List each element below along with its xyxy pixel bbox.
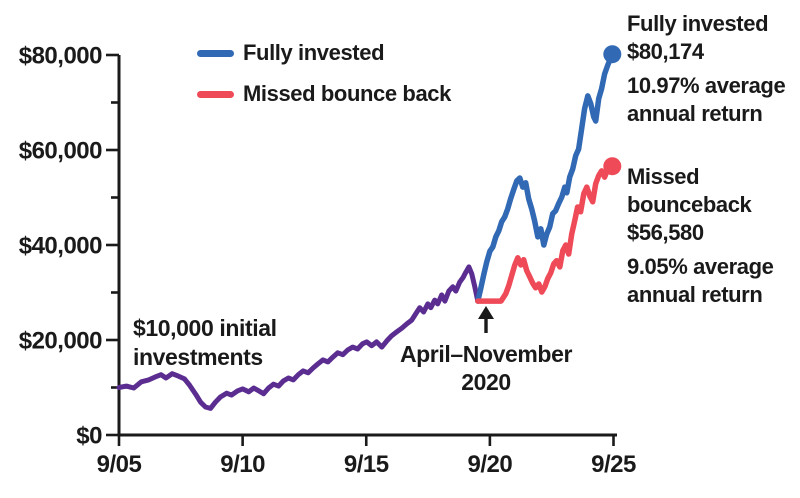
arrow-up-icon	[478, 306, 494, 333]
legend-label-fully-invested: Fully invested	[243, 40, 385, 65]
initial-note-line1: $10,000 initial	[133, 315, 277, 341]
missed-bounce-back-line	[475, 163, 616, 304]
y-tick-label: $60,000	[19, 138, 102, 165]
missed-bounce-back-swatch-icon	[197, 90, 234, 98]
fully-invested-return-line1: 10.97% average	[627, 73, 786, 98]
initial-note-line2: investments	[133, 344, 263, 370]
x-tick-label: 9/05	[97, 451, 142, 478]
missed-period-line2: 2020	[461, 369, 511, 395]
missed-bounceback-return-line2: annual return	[627, 282, 763, 307]
legend-label-missed-bounce-back: Missed bounce back	[243, 81, 451, 106]
missed-bounceback-return: 9.05% average annual return	[627, 253, 799, 309]
fully-invested-end-dot	[603, 45, 622, 64]
fully-invested-swatch-icon	[197, 49, 234, 57]
missed-period-line1: April–November	[399, 341, 573, 367]
fully-invested-return-line2: annual return	[627, 101, 763, 126]
y-tick-label: $0	[76, 423, 102, 450]
x-tick-label: 9/15	[344, 451, 389, 478]
fully-invested-title: Fully invested	[627, 11, 769, 36]
x-tick-label: 9/25	[591, 451, 636, 478]
fully-invested-return: 10.97% average annual return	[627, 72, 799, 128]
missed-bounce-back-end-dot	[603, 157, 622, 176]
missed-period-note: April–November 2020	[398, 340, 574, 396]
fully-invested-endpoint-note: Fully invested $80,174 10.97% average an…	[627, 10, 799, 128]
legend-item-fully-invested: Fully invested	[197, 40, 451, 66]
y-tick-label: $20,000	[19, 328, 102, 355]
legend-item-missed-bounce-back: Missed bounce back	[197, 81, 451, 107]
initial-investment-note: $10,000 initial investments	[133, 314, 277, 372]
fully-invested-line	[475, 51, 616, 304]
fully-invested-value: $80,174	[627, 39, 704, 64]
y-tick-label: $80,000	[19, 43, 102, 70]
legend: Fully invested Missed bounce back	[197, 40, 451, 122]
missed-bounceback-title-line2: bounceback	[627, 192, 752, 217]
missed-bounceback-return-line1: 9.05% average	[627, 254, 774, 279]
x-tick-label: 9/20	[468, 451, 513, 478]
x-tick-label: 9/10	[220, 451, 265, 478]
missed-bounceback-title-line1: Missed	[627, 164, 700, 189]
missed-bounceback-endpoint-note: Missed bounceback $56,580 9.05% average …	[627, 163, 799, 309]
shared-history-line	[116, 264, 481, 411]
missed-bounceback-value: $56,580	[627, 220, 704, 245]
y-tick-label: $40,000	[19, 233, 102, 260]
